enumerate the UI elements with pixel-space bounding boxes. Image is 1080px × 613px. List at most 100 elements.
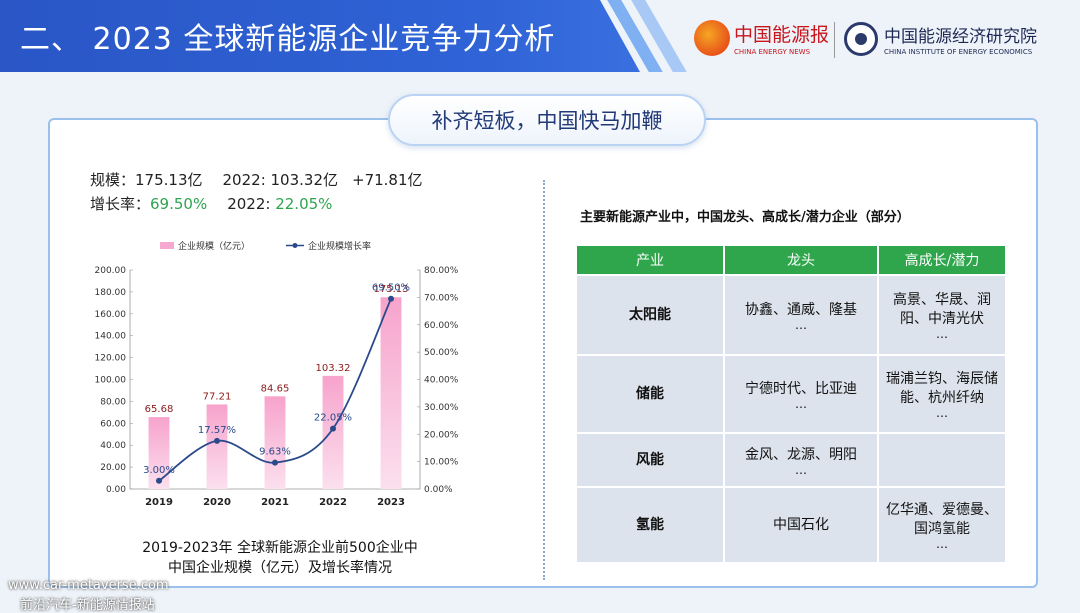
growth-value-label: 17.57% <box>198 425 236 436</box>
x-tick-label: 2023 <box>377 497 405 508</box>
legend-label-bars: 企业规模（亿元） <box>178 240 250 252</box>
bar-value-label: 84.65 <box>261 383 290 394</box>
scale-growth-chart: 企业规模（亿元） 企业规模增长率 0.00 20.00 40.00 60.00 80.00 1… <box>95 240 459 508</box>
china-energy-news-logo-mark <box>694 20 730 56</box>
growth-row: 增长率：69.50% 2022: 22.05% <box>90 192 423 216</box>
growth-more: … <box>936 327 948 341</box>
x-tick-label: 2021 <box>261 497 289 508</box>
header-leader: 龙头 <box>723 244 879 276</box>
leader-text: 宁德时代、比亚迪 <box>745 380 857 397</box>
summary-stats: 规模：175.13亿 2022: 103.32亿 +71.81亿 增长率：69.50… <box>90 168 423 216</box>
bar-2023 <box>380 297 402 489</box>
panel-divider <box>543 180 545 580</box>
right-tick-label: 70.00% <box>424 293 459 303</box>
chart-caption: 2019-2023年 全球新能源企业前500企业中 中国企业规模（亿元）及增长率… <box>90 538 470 578</box>
china-energy-news-logo: 中国能源报 CHINA ENERGY NEWS <box>694 18 834 62</box>
watermark-name: 前沿汽车-新能源情报站 <box>20 598 155 613</box>
page-title: 二、 2023 全球新能源企业竞争力分析 <box>20 22 556 57</box>
leader-cell: 协鑫、通威、隆基… <box>723 274 879 356</box>
leader-more: … <box>795 317 807 332</box>
growth-point-2019 <box>156 477 162 484</box>
growth-text: 亿华通、爱德曼、国鸿氢能 <box>886 502 998 537</box>
left-tick-label: 0.00 <box>106 485 126 495</box>
growth-text: 高景、华晟、润阳、中清光伏 <box>893 292 991 327</box>
industry-cell: 氢能 <box>575 486 725 564</box>
chart-caption-line1: 2019-2023年 全球新能源企业前500企业中 <box>142 540 418 556</box>
table-header-row: 产业 龙头 高成长/潜力 <box>575 244 1007 276</box>
logo2-name: 中国能源经济研究院 <box>884 27 1037 47</box>
growth-prev-label: 2022: <box>227 195 276 213</box>
x-tick-label: 2022 <box>319 497 347 508</box>
left-tick-label: 180.00 <box>95 288 127 298</box>
bar-2019 <box>148 417 170 489</box>
x-tick-label: 2020 <box>203 497 231 508</box>
header-growth: 高成长/潜力 <box>877 244 1007 276</box>
institute-seal-icon <box>844 22 878 56</box>
growth-label: 增长率： <box>90 195 151 213</box>
table-row: 太阳能 协鑫、通威、隆基… 高景、华晟、润阳、中清光伏… <box>575 274 1007 356</box>
growth-value-label: 3.00% <box>143 465 175 476</box>
scale-delta: +71.81亿 <box>352 171 423 189</box>
right-tick-label: 10.00% <box>424 458 459 468</box>
growth-point-2023 <box>388 295 394 302</box>
growth-cell: 高景、华晟、润阳、中清光伏… <box>877 274 1007 356</box>
scale-label: 规模： <box>90 171 136 189</box>
table-row: 风能 金风、龙源、明阳… <box>575 432 1007 488</box>
bar-value-label: 65.68 <box>145 404 174 415</box>
growth-point-2022 <box>330 425 336 432</box>
bar-value-label: 103.32 <box>316 363 351 374</box>
scale-prev: 2022: 103.32亿 <box>222 171 338 189</box>
leader-text: 中国石化 <box>773 516 829 533</box>
bar-2022 <box>322 375 344 489</box>
bar-2021 <box>264 396 286 489</box>
leader-more: … <box>795 396 807 411</box>
right-tick-label: 0.00% <box>424 485 453 495</box>
left-tick-label: 160.00 <box>95 310 127 320</box>
scale-row: 规模：175.13亿 2022: 103.32亿 +71.81亿 <box>90 168 423 192</box>
growth-value-label: 22.05% <box>314 413 352 424</box>
header-band <box>0 0 640 72</box>
bar-value-label: 175.13 <box>374 284 409 295</box>
logo1-name: 中国能源报 <box>734 24 830 46</box>
leader-text: 协鑫、通威、隆基 <box>745 301 857 318</box>
right-tick-label: 30.00% <box>424 403 459 413</box>
legend-marker-line <box>292 243 298 248</box>
energy-economics-institute-logo: 中国能源经济研究院 CHINA INSTITUTE OF ENERGY ECON… <box>844 18 1074 62</box>
industry-cell: 储能 <box>575 354 725 434</box>
left-tick-label: 120.00 <box>95 354 127 364</box>
industry-cell: 风能 <box>575 432 725 488</box>
leader-cell: 宁德时代、比亚迪… <box>723 354 879 434</box>
left-tick-label: 60.00 <box>100 419 126 429</box>
growth-more: … <box>936 406 948 420</box>
x-tick-label: 2019 <box>145 497 173 508</box>
scale-value: 175.13亿 <box>135 171 203 189</box>
growth-value: 69.50% <box>150 195 208 213</box>
industry-cell: 太阳能 <box>575 274 725 356</box>
logo1-subtitle: CHINA ENERGY NEWS <box>734 48 811 56</box>
logo-divider <box>834 22 835 58</box>
chart-caption-line2: 中国企业规模（亿元）及增长率情况 <box>168 560 392 576</box>
right-tick-label: 40.00% <box>424 376 459 386</box>
right-tick-label: 50.00% <box>424 348 459 358</box>
leader-cell: 金风、龙源、明阳… <box>723 432 879 488</box>
leader-text: 金风、龙源、明阳 <box>745 446 857 463</box>
left-tick-label: 140.00 <box>95 332 127 342</box>
growth-more: … <box>936 537 948 551</box>
left-tick-label: 200.00 <box>95 266 127 276</box>
growth-cell: 瑞浦兰钧、海辰储能、杭州纤纳… <box>877 354 1007 434</box>
left-tick-label: 100.00 <box>95 376 127 386</box>
table-title: 主要新能源产业中，中国龙头、高成长/潜力企业（部分） <box>580 210 910 225</box>
logo2-subtitle: CHINA INSTITUTE OF ENERGY ECONOMICS <box>884 48 1033 56</box>
left-tick-label: 20.00 <box>100 463 126 473</box>
legend-label-line: 企业规模增长率 <box>308 240 371 252</box>
leader-cell: 中国石化 <box>723 486 879 564</box>
table-row: 储能 宁德时代、比亚迪… 瑞浦兰钧、海辰储能、杭州纤纳… <box>575 354 1007 434</box>
growth-rate-line <box>158 298 392 482</box>
companies-table: 产业 龙头 高成长/潜力 太阳能 协鑫、通威、隆基… 高景、华晟、润阳、中清光伏… <box>575 244 1007 564</box>
leader-more: … <box>795 462 807 477</box>
growth-cell: 亿华通、爱德曼、国鸿氢能… <box>877 486 1007 564</box>
right-tick-label: 80.00% <box>424 266 459 276</box>
growth-point-2021 <box>272 459 278 466</box>
growth-cell <box>877 432 1007 488</box>
growth-point-2020 <box>214 437 220 444</box>
